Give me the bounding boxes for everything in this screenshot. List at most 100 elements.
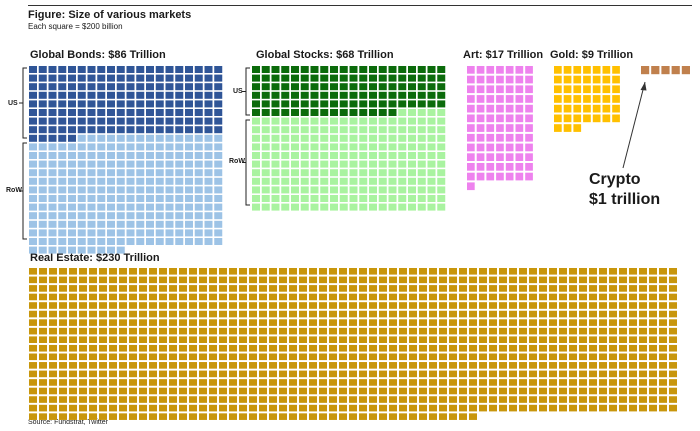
bonds-square	[175, 117, 184, 125]
bonds-square	[97, 117, 106, 125]
stocks-square	[320, 169, 329, 177]
bonds-square	[77, 169, 86, 177]
bonds-square	[175, 143, 184, 151]
realestate-square	[629, 387, 637, 395]
realestate-square	[389, 362, 397, 369]
realestate-square	[69, 276, 77, 284]
realestate-square	[229, 293, 237, 301]
realestate-square	[219, 370, 227, 378]
realestate-square	[299, 387, 307, 395]
bonds-square	[87, 160, 96, 168]
realestate-square	[109, 404, 117, 412]
bonds-square	[185, 143, 193, 151]
realestate-square	[459, 353, 467, 361]
realestate-square	[349, 370, 357, 378]
realestate-square	[579, 327, 587, 335]
bonds-square	[87, 246, 96, 254]
bonds-square	[185, 212, 193, 220]
realestate-square	[579, 268, 587, 275]
stocks-square	[427, 160, 436, 168]
realestate-square	[659, 336, 667, 343]
bonds-square	[38, 169, 47, 177]
stocks-square	[281, 91, 290, 99]
bonds-square	[185, 152, 193, 159]
realestate-square	[249, 310, 257, 318]
realestate-square	[269, 302, 277, 309]
bonds-square	[48, 66, 57, 73]
art-square	[486, 133, 495, 142]
bonds-square	[185, 83, 193, 91]
stocks-square	[349, 152, 358, 159]
realestate-square	[399, 413, 407, 420]
realestate-square	[529, 327, 537, 335]
realestate-square	[99, 396, 107, 403]
realestate-square	[649, 404, 657, 412]
bonds-square	[214, 160, 223, 168]
stocks-square	[359, 186, 368, 194]
stocks-square	[330, 126, 338, 134]
stocks-square	[398, 83, 407, 91]
realestate-square	[519, 379, 527, 386]
bonds-square	[58, 66, 67, 73]
realestate-square	[329, 379, 337, 386]
realestate-square	[549, 268, 557, 275]
bonds-square	[38, 126, 47, 134]
gold-square	[602, 104, 611, 113]
bonds-square	[155, 143, 164, 151]
realestate-square	[159, 362, 167, 369]
realestate-square	[599, 310, 607, 318]
realestate-square	[79, 404, 87, 412]
realestate-square	[579, 396, 587, 403]
bonds-square	[204, 100, 213, 108]
realestate-square	[559, 293, 567, 301]
realestate-square	[489, 396, 497, 403]
realestate-square	[519, 344, 527, 352]
bonds-square	[136, 134, 145, 142]
realestate-square	[349, 285, 357, 292]
stocks-square	[271, 83, 280, 91]
realestate-square	[629, 327, 637, 335]
stocks-square	[261, 152, 270, 159]
bonds-square	[214, 134, 223, 142]
realestate-square	[449, 413, 457, 420]
realestate-square	[59, 353, 67, 361]
realestate-square	[179, 344, 187, 352]
realestate-square	[129, 268, 137, 275]
art-square	[486, 153, 495, 161]
realestate-square	[29, 362, 37, 369]
bonds-square	[126, 203, 135, 211]
bonds-square	[194, 74, 203, 82]
art-square	[515, 153, 524, 161]
bonds-square	[146, 229, 154, 237]
bonds-square	[165, 169, 174, 177]
realestate-square	[549, 327, 557, 335]
stocks-square	[408, 100, 416, 108]
realestate-square	[539, 285, 547, 292]
realestate-square	[229, 268, 237, 275]
realestate-square	[189, 276, 197, 284]
realestate-square	[399, 285, 407, 292]
realestate-square	[359, 302, 367, 309]
stocks-square	[300, 66, 309, 73]
bonds-square	[175, 169, 184, 177]
realestate-square	[419, 319, 427, 326]
realestate-square	[229, 387, 237, 395]
stocks-square	[271, 91, 280, 99]
realestate-square	[589, 293, 597, 301]
realestate-square	[419, 379, 427, 386]
realestate-square	[249, 396, 257, 403]
realestate-square	[339, 396, 347, 403]
bonds-square	[194, 186, 203, 194]
realestate-square	[299, 285, 307, 292]
stocks-square	[378, 177, 387, 185]
art-square	[476, 104, 485, 113]
stocks-square	[388, 100, 397, 108]
bonds-square	[204, 74, 213, 82]
bonds-square	[175, 100, 184, 108]
bonds-square	[185, 134, 193, 142]
realestate-square	[159, 293, 167, 301]
bonds-square	[116, 152, 125, 159]
realestate-square	[209, 276, 217, 284]
realestate-square	[529, 344, 537, 352]
realestate-square	[89, 310, 97, 318]
